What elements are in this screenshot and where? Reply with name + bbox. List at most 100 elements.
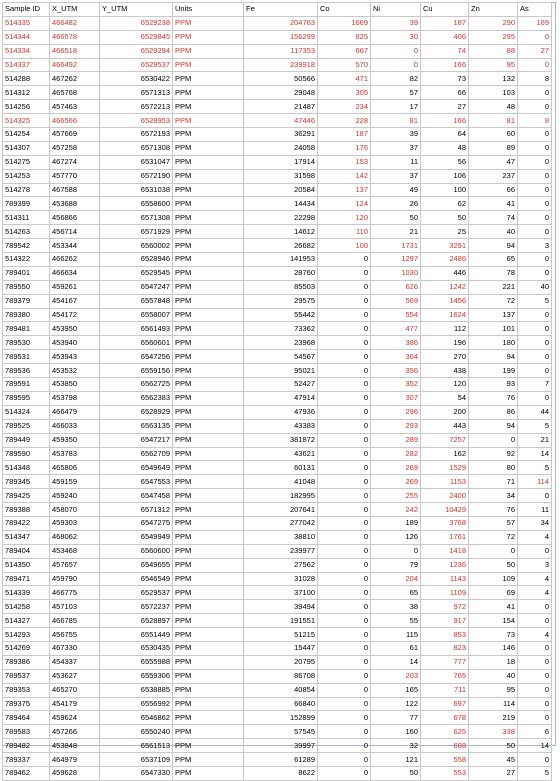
cell-zn: 57 xyxy=(468,515,518,531)
cell-zn: 41 xyxy=(468,599,518,615)
table-row: 789399 453688 6558600 PPM 14434 124 26 62 41 0 xyxy=(2,196,552,212)
cell-units: PPM xyxy=(172,154,244,170)
cell-fe: 21487 xyxy=(243,99,318,115)
cell-y-utm: 6572237 xyxy=(99,599,173,615)
table-row: 514325 466566 6528953 PPM 47446 228 81 166 81 8 xyxy=(2,113,552,129)
cell-x-utm: 459628 xyxy=(49,765,100,781)
cell-fe: 73362 xyxy=(243,321,318,337)
cell-cu: 2400 xyxy=(420,488,469,504)
cell-cu: 853 xyxy=(420,627,469,642)
cell-y-utm: 6528897 xyxy=(99,613,173,629)
cell-ni: 160 xyxy=(370,724,421,740)
table-row: 789537 453627 6559306 PPM 86708 0 203 765 40 0 xyxy=(2,668,552,684)
cell-x-utm: 459159 xyxy=(49,474,100,490)
table-row: 514278 467588 6531038 PPM 20584 137 49 100 66 0 xyxy=(2,182,552,198)
cell-fe: 47914 xyxy=(243,390,318,406)
cell-cu: 10429 xyxy=(420,502,469,517)
cell-x-utm: 466479 xyxy=(49,404,100,420)
cell-co: 0 xyxy=(317,599,371,615)
cell-fe: 152899 xyxy=(243,710,318,726)
cell-x-utm: 466634 xyxy=(49,265,100,281)
cell-zn: 94 xyxy=(468,418,518,434)
cell-units: PPM xyxy=(172,265,244,281)
cell-ni: 61 xyxy=(370,640,421,656)
cell-units: PPM xyxy=(172,140,244,156)
cell-ni: 57 xyxy=(370,85,421,101)
cell-y-utm: 6547256 xyxy=(99,349,173,365)
cell-co: 0 xyxy=(317,515,371,531)
cell-x-utm: 453848 xyxy=(49,738,100,754)
cell-y-utm: 6529545 xyxy=(99,265,173,281)
cell-cu: 112 xyxy=(420,321,469,337)
cell-as: 6 xyxy=(517,724,552,740)
cell-units: PPM xyxy=(172,182,244,198)
cell-x-utm: 466492 xyxy=(49,57,100,73)
cell-ni: 122 xyxy=(370,696,421,712)
cell-y-utm: 6562725 xyxy=(99,377,173,392)
cell-y-utm: 6558007 xyxy=(99,307,173,323)
cell-y-utm: 6571308 xyxy=(99,210,173,226)
cell-zn: 221 xyxy=(468,279,518,295)
cell-units: PPM xyxy=(172,627,244,642)
cell-co: 0 xyxy=(317,404,371,420)
cell-zn: 78 xyxy=(468,265,518,281)
cell-as: 0 xyxy=(517,154,552,170)
header-ni: Ni xyxy=(370,2,421,17)
cell-as: 0 xyxy=(517,668,552,684)
cell-units: PPM xyxy=(172,571,244,587)
cell-as: 0 xyxy=(517,640,552,656)
cell-zn: 295 xyxy=(468,29,518,45)
cell-co: 0 xyxy=(317,738,371,754)
cell-cu: 166 xyxy=(420,57,469,73)
cell-sample-id: 514348 xyxy=(2,460,50,476)
cell-zn: 92 xyxy=(468,446,518,462)
cell-ni: 204 xyxy=(370,571,421,587)
cell-ni: 39 xyxy=(370,127,421,142)
cell-cu: 406 xyxy=(420,29,469,45)
cell-fe: 37100 xyxy=(243,585,318,601)
cell-zn: 237 xyxy=(468,168,518,184)
cell-zn: 60 xyxy=(468,127,518,142)
cell-co: 0 xyxy=(317,460,371,476)
cell-as: 0 xyxy=(517,682,552,698)
cell-sample-id: 789375 xyxy=(2,696,50,712)
cell-y-utm: 6549949 xyxy=(99,529,173,545)
cell-co: 0 xyxy=(317,265,371,281)
cell-as: 0 xyxy=(517,752,552,767)
cell-y-utm: 6559156 xyxy=(99,363,173,379)
cell-x-utm: 457463 xyxy=(49,99,100,115)
cell-fe: 60131 xyxy=(243,460,318,476)
cell-x-utm: 457103 xyxy=(49,599,100,615)
cell-co: 120 xyxy=(317,210,371,226)
cell-fe: 239977 xyxy=(243,543,318,559)
cell-co: 0 xyxy=(317,474,371,490)
cell-units: PPM xyxy=(172,99,244,115)
cell-y-utm: 6528946 xyxy=(99,252,173,267)
cell-ni: 386 xyxy=(370,335,421,351)
cell-sample-id: 514275 xyxy=(2,154,50,170)
table-row: 789531 453943 6547256 PPM 54567 0 364 270 94 0 xyxy=(2,349,552,365)
cell-fe: 207641 xyxy=(243,502,318,517)
cell-x-utm: 454172 xyxy=(49,307,100,323)
cell-ni: 21 xyxy=(370,224,421,240)
cell-units: PPM xyxy=(172,710,244,726)
cell-cu: 823 xyxy=(420,640,469,656)
cell-cu: 1143 xyxy=(420,571,469,587)
cell-zn: 338 xyxy=(468,724,518,740)
cell-units: PPM xyxy=(172,252,244,267)
cell-x-utm: 459261 xyxy=(49,279,100,295)
cell-x-utm: 453468 xyxy=(49,543,100,559)
cell-ni: 626 xyxy=(370,279,421,295)
cell-fe: 117353 xyxy=(243,43,318,59)
cell-co: 0 xyxy=(317,668,371,684)
table-row: 514335 466482 6529238 PPM 204763 1669 39 187 290… xyxy=(2,15,552,31)
cell-units: PPM xyxy=(172,335,244,351)
cell-sample-id: 514327 xyxy=(2,613,50,629)
cell-cu: 443 xyxy=(420,418,469,434)
cell-zn: 69 xyxy=(468,585,518,601)
header-x-utm: X_UTM xyxy=(49,2,100,17)
table-row: 789401 466634 6529545 PPM 28760 0 1030 446 78 0 xyxy=(2,265,552,281)
cell-sample-id: 514278 xyxy=(2,182,50,198)
cell-co: 0 xyxy=(317,349,371,365)
cell-y-utm: 6551449 xyxy=(99,627,173,642)
